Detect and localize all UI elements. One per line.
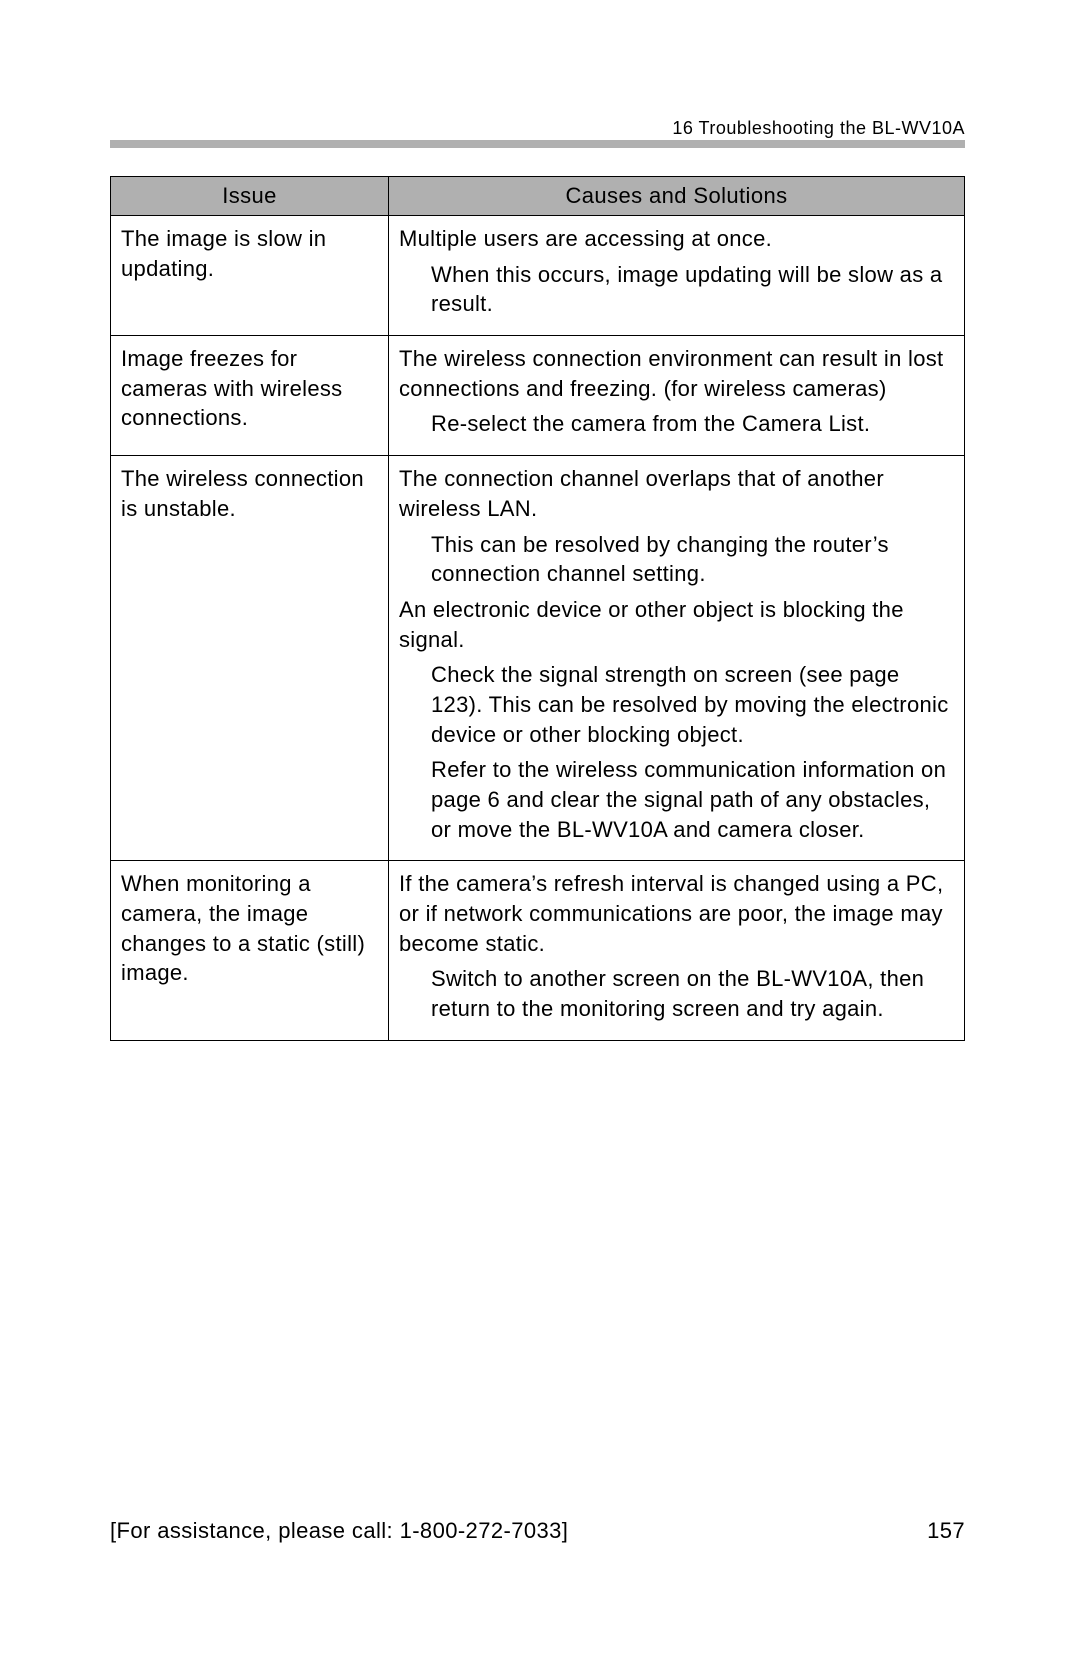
table-row: The image is slow in updating.Multiple u… bbox=[111, 216, 965, 336]
table-row: The wireless connection is unstable.The … bbox=[111, 456, 965, 861]
cause-main: The wireless connection environment can … bbox=[399, 344, 954, 403]
table-row: Image freezes for cameras with wireless … bbox=[111, 336, 965, 456]
cause-block: An electronic device or other object is … bbox=[399, 595, 954, 845]
cause-main: Multiple users are accessing at once. bbox=[399, 224, 954, 254]
causes-cell: If the camera’s refresh interval is chan… bbox=[389, 861, 965, 1040]
cause-sub: This can be resolved by changing the rou… bbox=[399, 530, 954, 589]
cause-sub: Re-select the camera from the Camera Lis… bbox=[399, 409, 954, 439]
issue-cell: The image is slow in updating. bbox=[111, 216, 389, 336]
table-header-row: Issue Causes and Solutions bbox=[111, 177, 965, 216]
cause-block: The wireless connection environment can … bbox=[399, 344, 954, 439]
table-row: When monitoring a camera, the image chan… bbox=[111, 861, 965, 1040]
page: 16 Troubleshooting the BL-WV10A Issue Ca… bbox=[0, 0, 1080, 1669]
page-footer: [For assistance, please call: 1-800-272-… bbox=[110, 1518, 965, 1544]
page-number: 157 bbox=[927, 1518, 965, 1544]
cause-main: An electronic device or other object is … bbox=[399, 595, 954, 654]
cause-main: If the camera’s refresh interval is chan… bbox=[399, 869, 954, 958]
assistance-text: [For assistance, please call: 1-800-272-… bbox=[110, 1518, 568, 1544]
cause-sub: Check the signal strength on screen (see… bbox=[399, 660, 954, 749]
cause-sub: When this occurs, image updating will be… bbox=[399, 260, 954, 319]
cause-block: If the camera’s refresh interval is chan… bbox=[399, 869, 954, 1023]
issue-cell: The wireless connection is unstable. bbox=[111, 456, 389, 861]
causes-cell: The connection channel overlaps that of … bbox=[389, 456, 965, 861]
issue-cell: When monitoring a camera, the image chan… bbox=[111, 861, 389, 1040]
causes-cell: The wireless connection environment can … bbox=[389, 336, 965, 456]
causes-cell: Multiple users are accessing at once. Whe… bbox=[389, 216, 965, 336]
cause-block: The connection channel overlaps that of … bbox=[399, 464, 954, 589]
cause-block: Multiple users are accessing at once. Whe… bbox=[399, 224, 954, 319]
cause-sub: Refer to the wireless communication info… bbox=[399, 755, 954, 844]
troubleshooting-table: Issue Causes and Solutions The image is … bbox=[110, 176, 965, 1041]
cause-sub: Switch to another screen on the BL-WV10A… bbox=[399, 964, 954, 1023]
cause-main: The connection channel overlaps that of … bbox=[399, 464, 954, 523]
table-body: The image is slow in updating.Multiple u… bbox=[111, 216, 965, 1041]
content-area: Issue Causes and Solutions The image is … bbox=[110, 118, 965, 1041]
running-header: 16 Troubleshooting the BL-WV10A bbox=[672, 118, 965, 139]
header-rule bbox=[110, 140, 965, 148]
col-header-causes: Causes and Solutions bbox=[389, 177, 965, 216]
issue-cell: Image freezes for cameras with wireless … bbox=[111, 336, 389, 456]
col-header-issue: Issue bbox=[111, 177, 389, 216]
